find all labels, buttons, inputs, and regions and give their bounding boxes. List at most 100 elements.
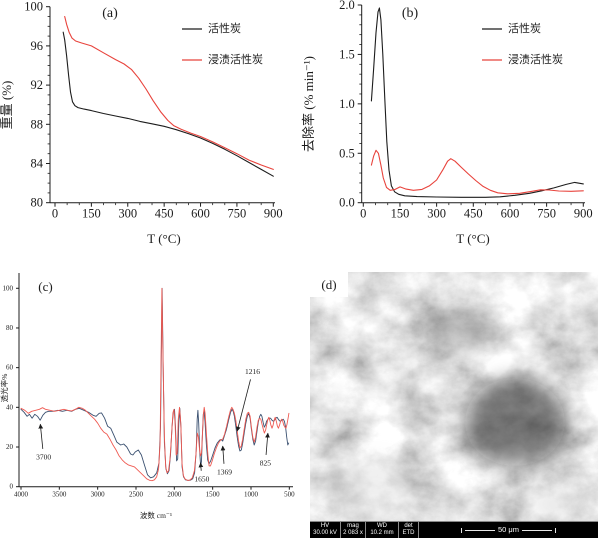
sem-hv-cell: HV 30.00 kV [310, 522, 341, 538]
y-tick-label: 80 [6, 324, 14, 332]
sem-det-label: det [404, 522, 413, 529]
y-tick-label: 0.5 [339, 146, 355, 160]
panel-b-removal-rate-chart: 0 150 300 450 600 750 900 0.0 0.5 1.0 1.5 2.0 活性炭浸渍活… [301, 0, 593, 246]
x-axis-label: T (°C) [456, 231, 489, 246]
annotation-1369: 1369 [217, 467, 232, 476]
sem-light-flake [322, 457, 418, 517]
x-tick-label: 600 [501, 206, 520, 220]
x-tick-label: 900 [264, 206, 283, 220]
series-line-0 [370, 7, 584, 198]
sem-bright-particle [333, 383, 343, 397]
annotation-3700: 3700 [36, 452, 51, 461]
annotations: 3700 1650 1369 1216 825 [36, 367, 271, 483]
annotation-arrow [220, 445, 226, 464]
y-tick-label: 60 [6, 364, 14, 372]
y-tick-label: 88 [31, 117, 44, 131]
y-axis-label: 透光率% [0, 374, 9, 403]
sem-det-value: ETD [402, 530, 415, 536]
panel-letter: (a) [102, 6, 118, 21]
x-tick-label: 1500 [206, 490, 221, 498]
x-tick-label: 450 [155, 206, 174, 220]
panel-letter: (c) [38, 279, 52, 294]
scale-line [522, 529, 552, 531]
panel-d-label: (d) [310, 272, 348, 297]
legend-label-0: 活性炭 [508, 21, 541, 35]
x-tick-label: 3500 [52, 490, 67, 498]
x-ticks: 4000 3500 3000 2500 2000 1500 1000 500 [14, 486, 295, 498]
annotation-1650: 1650 [194, 474, 209, 483]
y-ticks: 0 20 40 60 80 100 [3, 284, 19, 491]
x-tick-label: 900 [574, 206, 593, 220]
x-tick-label: 0 [360, 206, 366, 220]
x-tick-label: 750 [537, 206, 556, 220]
y-tick-label: 100 [3, 284, 14, 292]
y-tick-label: 1.0 [339, 97, 355, 111]
scale-end-tick [461, 527, 462, 533]
x-tick-label: 3000 [91, 490, 106, 498]
annotation-arrow [265, 432, 270, 455]
sem-wd-cell: WD 10.2 mm [366, 522, 399, 538]
panel-letter: (c) [38, 279, 52, 294]
scale-text: 50 μm [498, 525, 519, 534]
y-tick-label: 92 [31, 78, 44, 92]
x-tick-label: 300 [427, 206, 446, 220]
axis-labels: T (°C) 重量 (%) [0, 81, 181, 246]
x-ticks: 0 150 300 450 600 750 900 [52, 202, 283, 220]
x-axis-label: 波数 cm⁻¹ [140, 510, 172, 520]
sem-hv-value: 30.00 kV [313, 530, 337, 536]
y-tick-label: 20 [6, 443, 14, 451]
annotation-arrow [235, 379, 251, 432]
panel-letter: (b) [402, 6, 419, 21]
x-tick-label: 450 [464, 206, 483, 220]
y-tick-label: 40 [6, 403, 14, 411]
x-tick-label: 0 [52, 206, 58, 220]
y-tick-label: 1.5 [339, 47, 355, 61]
sem-mag-label: mag [347, 522, 359, 529]
x-axis-label: T (°C) [147, 231, 180, 246]
panel-letter: (a) [102, 6, 118, 21]
x-tick-label: 150 [391, 206, 410, 220]
sem-texture [310, 272, 598, 538]
panel-d-sem-image: (d) HV 30.00 kV mag 2 083 x WD 10.2 mm d… [310, 272, 598, 538]
y-tick-label: 80 [31, 196, 44, 210]
legend-label-1: 浸渍活性炭 [208, 52, 263, 66]
series-line-0 [20, 287, 290, 481]
sem-scale-bar: 50 μm [419, 522, 598, 538]
annotation-1216: 1216 [245, 367, 260, 376]
series-line-0 [62, 31, 274, 177]
x-tick-label: 2500 [129, 490, 144, 498]
sem-det-cell: det ETD [399, 522, 419, 538]
x-tick-label: 500 [284, 490, 295, 498]
y-axis-label: 重量 (%) [0, 81, 14, 130]
panel-a-tga-chart: 0 150 300 450 600 750 900 80 84 88 92 96 100 活性炭浸渍活性炭… [0, 0, 283, 246]
scale-end-tick [555, 527, 556, 533]
sem-mag-value: 2 083 x [343, 530, 363, 536]
x-tick-label: 4000 [14, 490, 29, 498]
series-line-1 [370, 149, 584, 195]
y-tick-label: 100 [24, 0, 43, 14]
y-tick-label: 0.0 [339, 196, 355, 210]
series-line-1 [64, 15, 274, 170]
scale-line [465, 529, 495, 531]
axis-labels: T (°C) 去除率 (% min⁻¹) [301, 56, 490, 246]
series [20, 287, 290, 482]
legend-label-1: 浸渍活性炭 [508, 52, 563, 66]
series [62, 15, 274, 177]
y-ticks: 80 84 88 92 96 100 [24, 0, 50, 210]
y-tick-label: 2.0 [339, 0, 355, 12]
series [370, 7, 584, 198]
sem-info-bar: HV 30.00 kV mag 2 083 x WD 10.2 mm det E… [310, 521, 598, 538]
x-tick-label: 750 [228, 206, 247, 220]
panel-letter: (b) [402, 6, 419, 21]
axes [18, 273, 293, 488]
legend-label-0: 活性炭 [208, 21, 241, 35]
y-tick-label: 96 [31, 39, 44, 53]
annotation-arrow [38, 423, 44, 450]
y-tick-label: 0 [10, 483, 14, 491]
sem-dark-patch [426, 310, 494, 354]
sem-wd-label: WD [377, 522, 387, 529]
panel-c-ftir-chart: 4000 3500 3000 2500 2000 1500 1000 500 0 20 40 60 80… [0, 273, 295, 520]
